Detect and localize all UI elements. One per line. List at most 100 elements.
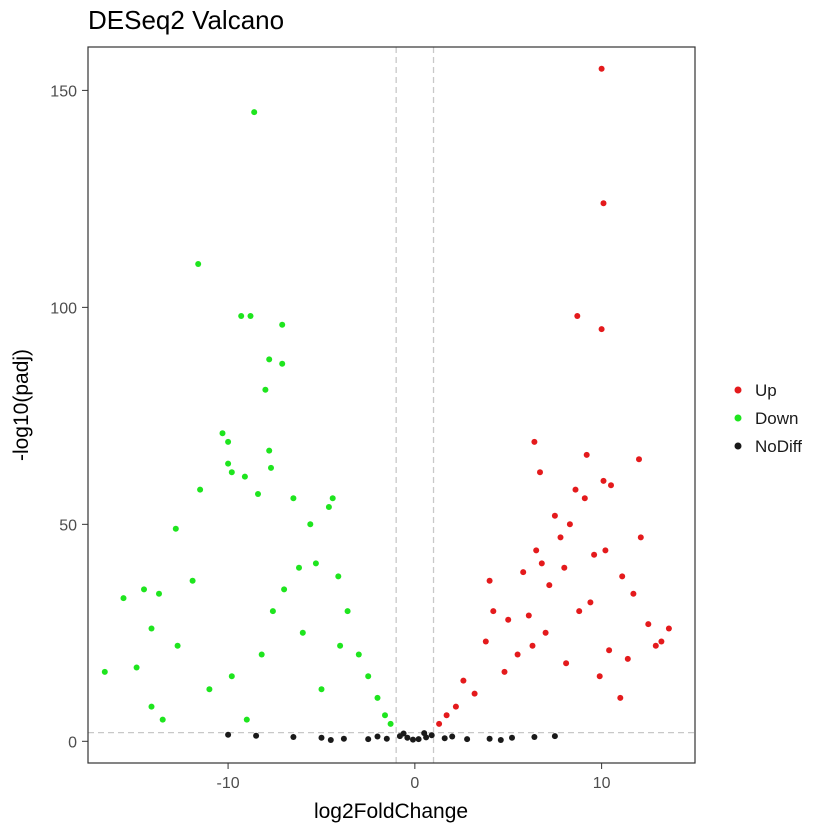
point-up [591,551,598,558]
point-up [645,621,652,628]
point-down [382,712,388,719]
point-down [101,668,108,675]
point-down [299,629,306,636]
point-down [281,586,288,593]
point-down [365,673,372,680]
point-up [608,482,614,489]
plot-area [88,47,695,763]
point-nodiff [374,733,381,740]
point-down [318,686,325,693]
point-up [482,638,489,645]
series-up [436,65,672,727]
point-up [587,599,594,606]
point-down [296,564,302,571]
point-nodiff [318,734,325,741]
point-down [335,573,342,580]
point-up [637,534,644,541]
point-down [225,460,232,467]
point-down [195,261,202,267]
point-down [255,491,261,497]
y-axis: 0 50 100 150 [50,83,88,751]
point-down [258,651,265,658]
legend-label-up: Up [755,381,777,400]
point-down [337,642,344,649]
point-up [596,673,603,680]
x-tick-label: 0 [410,775,419,792]
x-tick-label: 10 [593,775,611,792]
point-down [279,321,286,328]
point-down [241,473,248,480]
point-up [619,573,626,580]
point-down [243,716,250,723]
point-down [141,586,147,593]
x-axis-title: log2FoldChange [314,800,468,823]
point-nodiff [464,736,471,743]
point-nodiff [441,735,448,742]
point-down [266,447,273,454]
point-up [581,495,588,502]
y-tick-label: 0 [68,734,77,751]
legend-key-nodiff [734,442,742,450]
point-up [576,608,583,615]
point-down [206,686,213,693]
point-nodiff [400,730,407,737]
point-nodiff [290,734,297,740]
point-nodiff [497,737,504,743]
y-tick-label: 150 [50,83,77,100]
point-up [551,512,558,519]
point-nodiff [225,731,232,738]
point-down [225,438,232,445]
legend-key-down [734,414,742,422]
point-up [658,638,665,645]
point-up [537,469,543,476]
point-up [529,642,536,649]
point-up [602,547,609,554]
point-up [471,690,478,697]
point-down [269,608,276,615]
point-up [598,326,605,333]
point-down [266,356,273,363]
point-nodiff [327,737,334,743]
point-down [344,608,351,615]
point-down [251,109,258,116]
point-down [279,360,286,367]
chart-title: DESeq2 Valcano [88,5,284,35]
point-up [572,486,579,493]
point-up [490,608,497,615]
x-tick-label: -10 [217,775,240,792]
point-up [546,582,553,589]
point-up [538,560,545,567]
point-nodiff [415,736,422,743]
point-down [325,504,332,510]
point-down [189,577,196,584]
point-down [159,716,166,723]
point-up [557,534,564,541]
point-up [606,647,613,654]
legend: Up Down NoDiff [734,381,802,456]
plot-panel-border [87,46,696,764]
point-up [617,694,624,701]
series-nodiff [225,730,558,743]
point-up [652,642,659,649]
point-up [486,577,493,584]
point-down [312,560,319,567]
point-nodiff [428,732,435,739]
point-nodiff [531,734,538,740]
point-down [329,495,336,502]
point-nodiff [253,732,260,739]
point-down [290,495,297,502]
point-up [636,456,642,463]
point-down [156,590,162,597]
point-down [172,525,179,532]
point-up [600,200,607,207]
point-down [387,720,394,727]
point-up [452,703,459,710]
legend-label-down: Down [755,409,798,428]
point-up [525,612,532,619]
point-up [514,651,521,658]
point-up [624,655,631,662]
y-axis-title: -log10(padj) [10,349,33,461]
point-nodiff [383,735,390,742]
point-up [542,629,549,636]
